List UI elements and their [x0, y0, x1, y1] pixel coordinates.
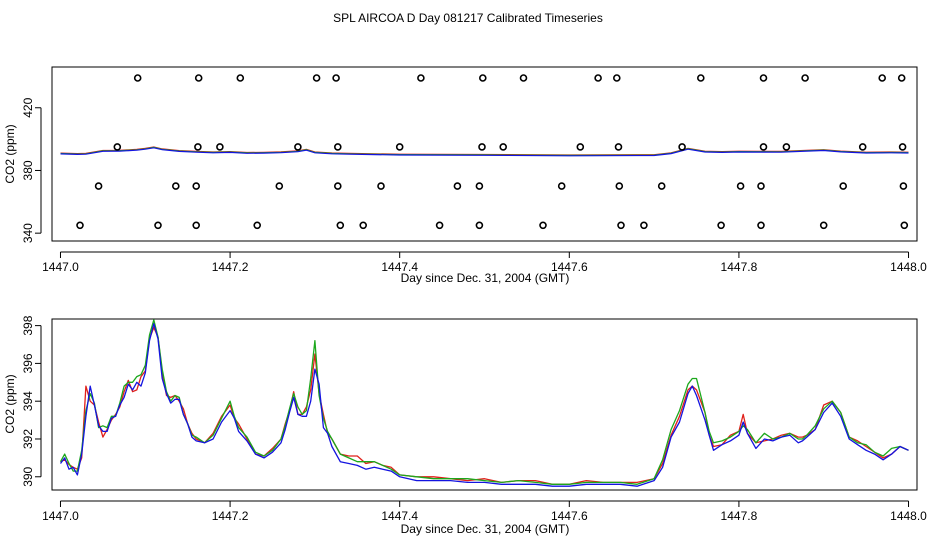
scatter-point: [192, 221, 200, 230]
x-tick-label: 1447.2: [212, 509, 249, 523]
scatter-point: [216, 143, 224, 151]
scatter-point: [717, 221, 725, 230]
plot-frame-bottom: [51, 318, 918, 491]
scatter-point: [475, 182, 484, 190]
scatter-point: [899, 182, 908, 190]
scatter-point: [594, 74, 602, 82]
figure-title: SPL AIRCOA D Day 081217 Calibrated Times…: [333, 11, 603, 25]
scatter-point: [640, 221, 648, 230]
scatter-point: [696, 74, 705, 82]
scatter-point: [332, 74, 340, 82]
scatter-point: [900, 221, 909, 230]
scatter-point: [478, 143, 486, 151]
scatter-point: [253, 221, 262, 230]
scatter-point: [194, 143, 202, 151]
scatter-point: [312, 74, 321, 82]
scatter-point: [192, 182, 200, 190]
scatter-point: [757, 182, 765, 190]
x-tick-label: 1447.0: [42, 260, 79, 274]
y-tick-label: 380: [21, 160, 35, 180]
y-tick-label: 394: [21, 391, 35, 411]
x-tick-label: 1447.8: [721, 509, 758, 523]
scatter-point: [172, 182, 180, 190]
scatter-point: [499, 143, 508, 151]
x-tick-label: 1447.6: [551, 509, 588, 523]
panel-bottom-timeseries: CO2 (ppm) Day since Dec. 31, 2004 (GMT) …: [3, 315, 927, 536]
scatter-point: [333, 182, 342, 190]
series-lines-bottom: [59, 319, 909, 487]
plot-frame-top: [51, 66, 918, 242]
series-line-blue: [60, 147, 909, 157]
scatter-point: [736, 182, 745, 190]
scatter-point: [478, 74, 487, 82]
series-line-blue: [59, 323, 909, 487]
scatter-point: [94, 182, 103, 190]
series-line-green: [59, 319, 909, 485]
x-tick-label: 1447.0: [42, 509, 79, 523]
scatter-point: [612, 74, 621, 82]
scatter-point: [759, 143, 768, 151]
scatter-point: [236, 74, 245, 82]
scatter-point: [113, 143, 122, 151]
series-lines-top: [60, 146, 909, 157]
scatter-point: [294, 143, 302, 151]
x-axis-label-top: Day since Dec. 31, 2004 (GMT): [401, 271, 570, 285]
series-line-red: [60, 326, 909, 485]
scatter-point: [878, 74, 887, 82]
scatter-point: [678, 143, 686, 151]
scatter-points-top: [76, 74, 909, 230]
scatter-point: [898, 143, 907, 151]
x-tick-label: 1447.8: [721, 260, 758, 274]
y-tick-label: 396: [21, 353, 35, 373]
y-tick-label: 398: [21, 315, 35, 335]
scatter-point: [759, 74, 768, 82]
scatter-point: [557, 182, 566, 190]
scatter-point: [395, 143, 404, 151]
scatter-point: [839, 182, 848, 190]
x-axis-label-bottom: Day since Dec. 31, 2004 (GMT): [401, 522, 570, 536]
x-tick-label: 1447.2: [212, 260, 249, 274]
scatter-point: [782, 143, 791, 151]
x-tick-label: 1447.6: [551, 260, 588, 274]
scatter-point: [539, 221, 547, 230]
scatter-point: [615, 182, 624, 190]
scatter-point: [435, 221, 444, 230]
x-tick-label: 1447.4: [381, 260, 418, 274]
x-tick-label: 1447.4: [381, 509, 418, 523]
scatter-point: [417, 74, 425, 82]
scatter-point: [757, 221, 765, 230]
scatter-point: [194, 74, 203, 82]
x-tick-label: 1448.0: [890, 509, 927, 523]
scatter-point: [576, 143, 585, 151]
y-axis-label-bottom: CO2 (ppm): [3, 374, 17, 433]
axes-bottom: 1447.0 1447.2 1447.4 1447.6 1447.8 1448.0 390 3…: [21, 315, 927, 523]
scatter-point: [154, 221, 162, 230]
scatter-point: [614, 143, 623, 151]
scatter-point: [819, 221, 828, 230]
scatter-point: [377, 182, 385, 190]
scatter-point: [275, 182, 284, 190]
scatter-point: [453, 182, 462, 190]
scatter-point: [801, 74, 809, 82]
y-axis-label-top: CO2 (ppm): [3, 124, 17, 183]
scatter-point: [336, 221, 345, 230]
scatter-point: [617, 221, 625, 230]
y-tick-label: 340: [21, 223, 35, 243]
y-tick-label: 390: [21, 466, 35, 486]
scatter-point: [333, 143, 342, 151]
scatter-point: [133, 74, 142, 82]
y-tick-label: 392: [21, 429, 35, 449]
axes-top: 1447.0 1447.2 1447.4 1447.6 1447.8 1448.0 340 3…: [21, 97, 927, 274]
x-tick-label: 1448.0: [890, 260, 927, 274]
scatter-point: [657, 182, 666, 190]
scatter-point: [519, 74, 528, 82]
y-tick-label: 420: [21, 97, 35, 117]
panel-top-scatter: CO2 (ppm) Day since Dec. 31, 2004 (GMT) …: [3, 66, 927, 285]
scatter-point: [897, 74, 906, 82]
scatter-point: [359, 221, 368, 230]
scatter-point: [76, 221, 84, 230]
scatter-point: [858, 143, 867, 151]
scatter-point: [475, 221, 484, 230]
